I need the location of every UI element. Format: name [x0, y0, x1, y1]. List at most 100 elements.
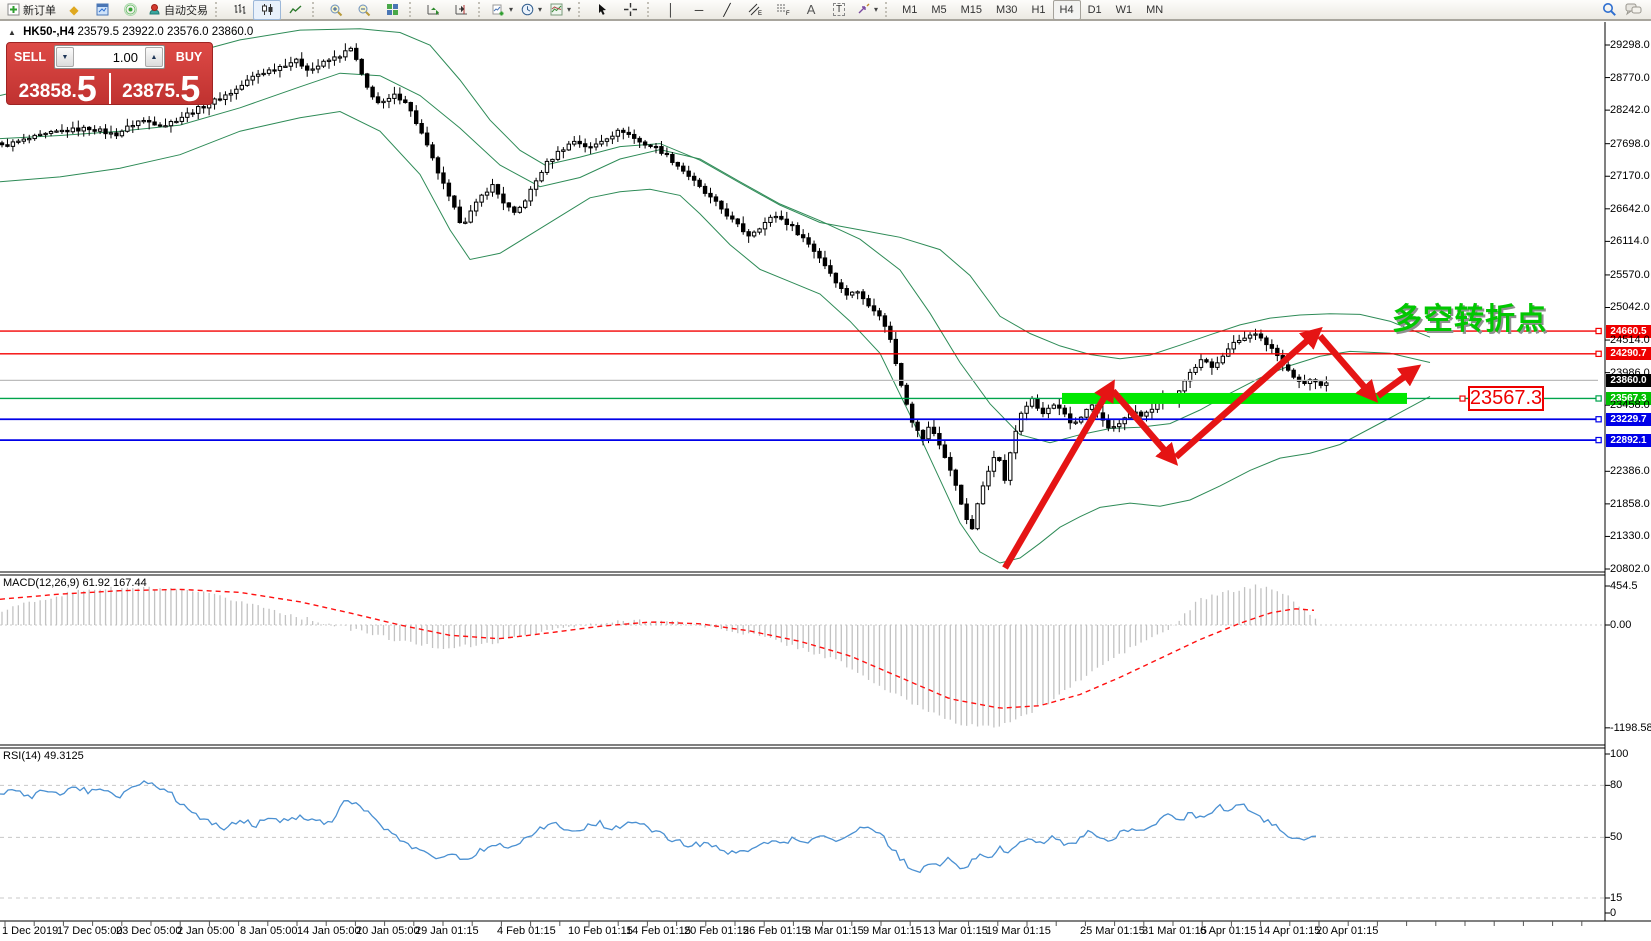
search-icon[interactable] [1602, 2, 1617, 17]
toolbar-grip [215, 2, 222, 17]
auto-scroll-icon [427, 5, 439, 15]
price-divider [108, 73, 111, 104]
candlestick-chart-button[interactable] [253, 0, 281, 20]
svg-text:F: F [786, 11, 790, 16]
line-chart-icon [288, 5, 301, 14]
vertical-line-icon: │ [667, 2, 675, 17]
zoom-out-icon [358, 4, 371, 16]
cursor-button[interactable] [588, 0, 616, 20]
timeframe-button-m1[interactable]: M1 [902, 3, 918, 16]
signals-button[interactable] [116, 0, 144, 20]
toolbar-grip [409, 2, 416, 17]
new-order-button[interactable]: 新订单 [3, 0, 60, 20]
timeframe-button-d1[interactable]: D1 [1087, 3, 1102, 16]
market-watch-button[interactable] [88, 0, 116, 20]
sell-button[interactable]: SELL [14, 50, 46, 64]
timeframe-button-w1[interactable]: W1 [1115, 3, 1133, 16]
timeframe-button-h4[interactable]: H4 [1052, 0, 1081, 20]
horizontal-line-icon: ─ [694, 2, 704, 17]
profiles-icon: ◆ [69, 2, 79, 17]
timeframe-button-m5[interactable]: M5 [931, 3, 947, 16]
dropdown-caret-icon: ▾ [538, 5, 543, 14]
chart-shift-button[interactable] [447, 0, 475, 20]
vertical-line-button[interactable]: │ [657, 0, 685, 20]
text-button[interactable]: A [797, 0, 825, 20]
bar-chart-icon [234, 4, 245, 14]
periods-button[interactable]: ▾ [517, 0, 546, 20]
arrows-icon [858, 3, 870, 14]
sell-price[interactable]: 23858. 5 [7, 71, 109, 105]
timeframe-group: M1 M5 M15 M30 H1 H4 D1 W1 MN [895, 0, 1170, 20]
tile-windows-icon [386, 4, 398, 15]
dropdown-caret-icon: ▾ [509, 5, 514, 14]
crosshair-icon [623, 3, 637, 16]
buy-price-main: 23875 [122, 81, 176, 102]
market-watch-icon [96, 3, 108, 16]
toolbar-grip [647, 2, 654, 17]
volume-increase-button[interactable]: ▲ [145, 47, 163, 67]
main-toolbar: 新订单 ◆ 自动交易 [0, 0, 1651, 21]
auto-trading-button[interactable]: 自动交易 [144, 0, 212, 20]
dropdown-caret-icon: ▾ [567, 5, 572, 14]
channel-button[interactable]: E [741, 0, 769, 20]
trendline-icon: ╱ [723, 2, 731, 17]
volume-spinner: ▼ 1.00 ▲ [54, 45, 165, 69]
timeframe-button-m15[interactable]: M15 [960, 3, 983, 16]
timeframe-button-h1[interactable]: H1 [1031, 3, 1046, 16]
text-label-button[interactable]: T [825, 0, 853, 20]
svg-text:E: E [758, 11, 762, 16]
channel-icon: E [748, 3, 762, 16]
spin-up-icon: ▲ [150, 53, 158, 61]
volume-decrease-button[interactable]: ▼ [56, 47, 74, 67]
line-chart-button[interactable] [281, 0, 309, 20]
toolbar-grip [885, 2, 892, 17]
fibonacci-icon: F [777, 4, 790, 16]
zoom-in-icon [330, 4, 343, 16]
timeframe-button-m30[interactable]: M30 [996, 3, 1018, 16]
indicators-icon [492, 4, 504, 16]
templates-button[interactable]: ▾ [546, 0, 575, 20]
spin-down-icon: ▼ [61, 53, 69, 61]
chat-icon[interactable] [1625, 3, 1642, 17]
text-icon: A [806, 2, 816, 17]
zoom-out-button[interactable] [350, 0, 378, 20]
buy-button[interactable]: BUY [175, 50, 203, 64]
new-order-icon [7, 3, 20, 16]
auto-trading-label: 自动交易 [164, 4, 208, 17]
timeframe-button-mn[interactable]: MN [1146, 3, 1164, 16]
buy-price[interactable]: 23875. 5 [111, 71, 213, 105]
cursor-icon [599, 4, 607, 15]
zoom-in-button[interactable] [322, 0, 350, 20]
bar-chart-button[interactable] [225, 0, 253, 20]
candlestick-icon [261, 4, 272, 15]
volume-input[interactable]: 1.00 [112, 49, 138, 65]
horizontal-line-button[interactable]: ─ [685, 0, 713, 20]
buy-price-frac: 5 [180, 68, 201, 105]
one-click-trading-panel: SELL ▼ 1.00 ▲ BUY 23858. 5 23875. 5 [6, 42, 213, 105]
chart-shift-icon [455, 5, 467, 15]
arrows-button[interactable]: ▾ [853, 0, 882, 20]
dropdown-caret-icon: ▾ [874, 5, 879, 14]
sell-price-main: 23858 [18, 81, 72, 102]
toolbar-grip [478, 2, 485, 17]
signals-icon [123, 3, 137, 16]
toolbar-grip [312, 2, 319, 17]
tile-windows-button[interactable] [378, 0, 406, 20]
fibonacci-button[interactable]: F [769, 0, 797, 20]
toolbar-grip [578, 2, 585, 17]
auto-scroll-button[interactable] [419, 0, 447, 20]
trendline-button[interactable]: ╱ [713, 0, 741, 20]
periods-icon [521, 3, 534, 16]
toolbar-right-group [1602, 2, 1648, 17]
templates-icon [550, 3, 563, 16]
indicators-button[interactable]: ▾ [488, 0, 517, 20]
text-label-icon: T [832, 3, 846, 16]
new-order-label: 新订单 [23, 4, 56, 17]
auto-trading-icon [149, 4, 160, 15]
profiles-button[interactable]: ◆ [60, 0, 88, 20]
buy-price-dot: . [175, 81, 181, 102]
crosshair-button[interactable] [616, 0, 644, 20]
sell-price-frac: 5 [76, 68, 97, 105]
